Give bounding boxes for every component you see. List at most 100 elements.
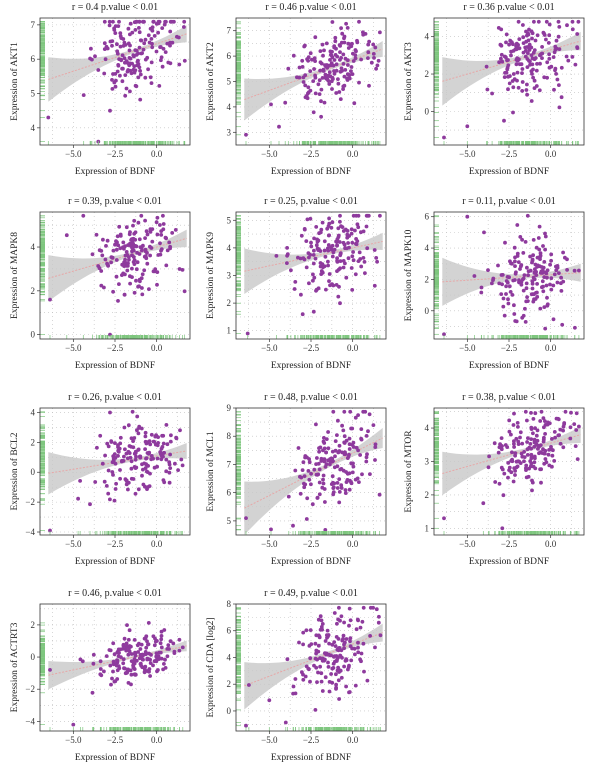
data-point xyxy=(505,58,509,63)
data-point xyxy=(300,468,305,472)
data-point xyxy=(160,433,165,438)
data-point xyxy=(513,255,517,260)
data-point xyxy=(530,257,535,262)
data-point xyxy=(350,240,355,245)
data-point xyxy=(332,71,337,76)
data-point xyxy=(544,460,549,465)
data-point xyxy=(562,422,566,426)
x-tick-label: −2.5 xyxy=(303,343,320,353)
data-point xyxy=(372,248,377,252)
data-point xyxy=(538,251,543,256)
data-point xyxy=(565,23,569,28)
data-point xyxy=(360,472,364,477)
data-point xyxy=(329,225,334,230)
data-point xyxy=(330,20,335,24)
data-point xyxy=(136,62,141,66)
data-point xyxy=(522,450,526,454)
data-point xyxy=(311,272,315,277)
data-point xyxy=(137,30,142,35)
data-point xyxy=(556,34,561,39)
data-point xyxy=(149,81,154,85)
rug xyxy=(40,21,186,145)
data-point xyxy=(504,32,509,37)
data-point xyxy=(317,78,322,83)
panel-2: −5.0 −2.5 0.0 3 4 5 6 7 r = 0.46 p.value < 0.01 E… xyxy=(205,2,387,177)
data-point xyxy=(351,464,356,469)
data-point xyxy=(64,233,69,238)
data-point xyxy=(286,494,291,499)
x-tick-label: 0.0 xyxy=(151,149,163,159)
data-point xyxy=(155,443,160,448)
data-point xyxy=(536,19,541,24)
data-point xyxy=(507,81,512,86)
data-point xyxy=(509,459,514,463)
data-point xyxy=(291,53,296,58)
data-point xyxy=(353,53,358,58)
data-point xyxy=(335,481,340,485)
data-point xyxy=(340,31,345,36)
data-point xyxy=(365,213,370,218)
data-point xyxy=(345,58,350,63)
data-point xyxy=(317,449,321,454)
y-tick-label: 8 xyxy=(227,431,232,441)
panel-title: r = 0.39, p.value < 0.01 xyxy=(68,196,162,207)
data-point xyxy=(97,248,102,253)
data-point xyxy=(313,59,317,63)
data-point xyxy=(110,460,115,465)
data-point xyxy=(317,492,322,497)
data-point xyxy=(316,461,321,466)
data-point xyxy=(306,85,311,90)
data-point xyxy=(442,332,446,337)
data-point xyxy=(119,57,124,62)
data-point xyxy=(364,455,369,460)
data-point xyxy=(138,72,143,77)
data-point xyxy=(327,82,332,86)
data-point xyxy=(309,482,313,487)
data-point xyxy=(511,278,516,283)
data-point xyxy=(509,53,513,58)
data-point xyxy=(136,447,141,452)
data-point xyxy=(121,271,126,276)
y-tick-label: 0 xyxy=(425,106,430,116)
data-point xyxy=(353,477,358,482)
data-point xyxy=(99,283,104,288)
data-point xyxy=(555,265,560,270)
panel-3: −5.0 −2.5 0.0 0 2 4 r = 0.36 p.value < 0.01 Exp… xyxy=(403,2,585,177)
data-point xyxy=(357,80,361,85)
data-point xyxy=(344,480,349,484)
data-point xyxy=(46,115,51,120)
data-point xyxy=(81,93,86,97)
data-point xyxy=(114,481,118,486)
data-point xyxy=(319,87,324,92)
data-point xyxy=(345,232,350,237)
data-point xyxy=(326,430,330,434)
data-point xyxy=(140,248,144,253)
data-point xyxy=(442,516,446,521)
data-point xyxy=(320,220,325,225)
data-point xyxy=(308,216,313,221)
data-point xyxy=(140,473,144,478)
data-point xyxy=(159,58,163,63)
data-point xyxy=(481,501,486,506)
data-point xyxy=(107,23,112,28)
data-point xyxy=(134,267,139,272)
data-point xyxy=(173,461,177,466)
data-point xyxy=(347,447,352,451)
data-point xyxy=(159,55,164,60)
data-point xyxy=(336,450,341,455)
data-point xyxy=(519,263,524,267)
x-tick-label: 0.0 xyxy=(347,539,359,549)
data-point xyxy=(528,464,533,469)
data-point xyxy=(509,470,514,475)
panel-title: r = 0.46 p.value < 0.01 xyxy=(265,2,356,13)
data-point xyxy=(329,63,334,68)
data-point xyxy=(328,58,332,62)
data-point xyxy=(306,55,311,60)
data-point xyxy=(532,78,537,83)
x-tick-label: −2.5 xyxy=(107,343,124,353)
data-point xyxy=(156,253,161,257)
data-point xyxy=(354,242,359,247)
data-point xyxy=(343,261,347,266)
data-point xyxy=(321,477,325,482)
data-point xyxy=(122,454,126,459)
